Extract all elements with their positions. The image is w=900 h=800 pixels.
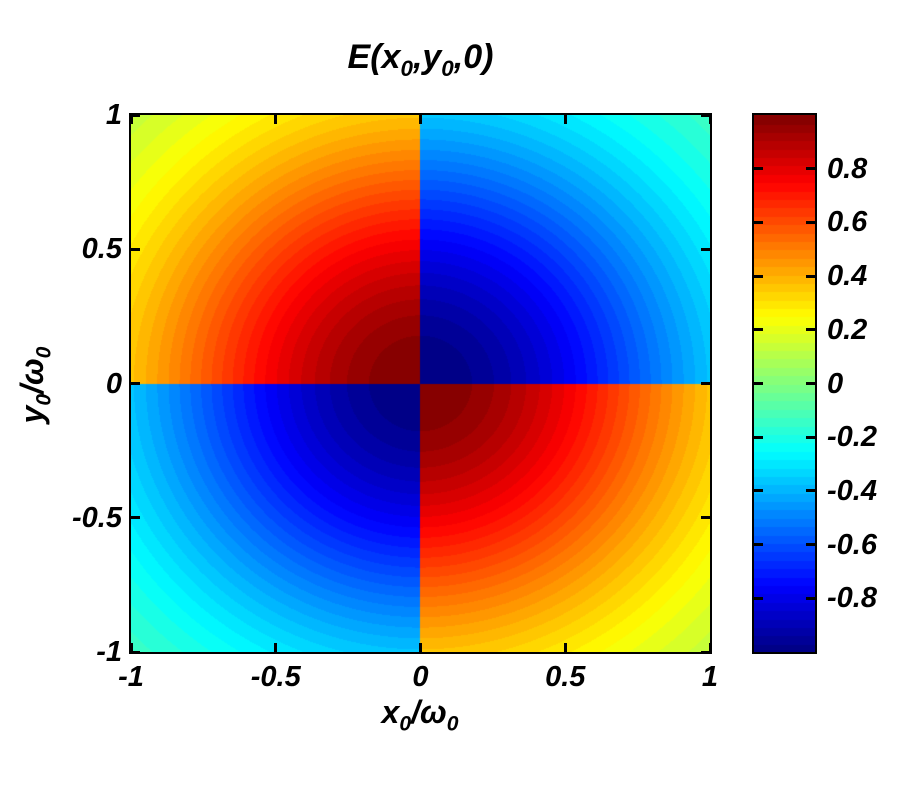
y-tick-label: 0	[105, 367, 122, 400]
heatmap-axes	[129, 113, 712, 654]
axis-tick	[274, 115, 278, 124]
colorbar-tick-label: -0.6	[827, 528, 877, 561]
axis-tick	[419, 643, 422, 652]
x-tick-label: -0.5	[250, 661, 301, 693]
colorbar-tick-label: 0.6	[827, 206, 868, 239]
x-tick-label: 0.5	[545, 661, 586, 693]
axis-tick	[131, 516, 140, 520]
colorbar-tick-label: 0.4	[827, 260, 868, 293]
colorbar-tick	[754, 596, 763, 600]
y-tick-label: 1	[105, 99, 122, 131]
colorbar-tick	[806, 489, 815, 493]
axis-tick	[419, 115, 422, 124]
y-tick-label: 0.5	[81, 233, 122, 266]
colorbar-tick	[806, 543, 815, 547]
y-tick-label: -0.5	[72, 501, 122, 534]
colorbar-tick	[806, 167, 815, 171]
colorbar-tick	[754, 543, 763, 547]
axis-tick	[563, 643, 567, 652]
colorbar-tick	[806, 274, 815, 278]
y-tick-label: -1	[96, 636, 122, 668]
axis-tick	[701, 650, 710, 654]
heatmap-canvas	[131, 115, 710, 652]
colorbar-tick	[754, 489, 763, 493]
colorbar-tick	[806, 382, 815, 385]
plot-title-part: ,0)	[453, 38, 494, 76]
colorbar-tick	[754, 382, 763, 385]
x-tick-label: 1	[701, 661, 719, 693]
colorbar-tick-label: -0.4	[827, 474, 877, 507]
colorbar-tick-label: -0.2	[827, 421, 877, 454]
axis-tick	[701, 382, 710, 385]
x-axis-label-part: /ω	[411, 694, 447, 730]
axis-tick	[131, 247, 140, 251]
plot-title-part: ,y	[412, 38, 442, 76]
x-axis-label-part: x	[381, 694, 400, 730]
axis-tick	[701, 247, 710, 251]
x-tick-label: 0	[412, 661, 429, 693]
colorbar-canvas	[754, 115, 815, 652]
axis-tick	[563, 115, 567, 124]
plot-title-subscript: 0	[400, 55, 413, 81]
axis-tick	[701, 516, 710, 520]
axis-tick	[701, 113, 710, 117]
x-axis-label: x0/ω0	[270, 694, 570, 736]
plot-title-subscript: 0	[441, 55, 454, 81]
axis-tick	[131, 382, 140, 385]
axis-tick	[131, 650, 140, 654]
colorbar-tick	[806, 328, 815, 332]
colorbar	[752, 113, 817, 654]
colorbar-tick-label: 0.8	[827, 152, 868, 185]
plot-title-part: E(x	[347, 38, 401, 76]
colorbar-tick-label: 0	[827, 367, 844, 400]
colorbar-tick	[754, 435, 763, 439]
colorbar-tick	[806, 220, 815, 224]
colorbar-tick	[806, 596, 815, 600]
x-tick-label: -1	[118, 661, 144, 693]
axis-tick	[274, 643, 278, 652]
colorbar-tick-label: -0.8	[827, 582, 877, 615]
colorbar-tick	[754, 220, 763, 224]
axis-tick	[129, 115, 133, 124]
colorbar-tick	[754, 274, 763, 278]
colorbar-tick	[754, 167, 763, 171]
colorbar-tick-label: 0.2	[827, 313, 868, 346]
y-axis-label-part: y	[14, 405, 50, 424]
colorbar-tick	[754, 328, 763, 332]
colorbar-tick	[806, 435, 815, 439]
y-axis-label-subscript: 0	[32, 346, 56, 359]
axis-tick	[129, 643, 133, 652]
axis-tick	[708, 115, 712, 124]
plot-title: E(x0,y0,0)	[131, 38, 710, 82]
axis-tick	[131, 113, 140, 117]
x-axis-label-subscript: 0	[446, 712, 459, 736]
x-axis-label-subscript: 0	[399, 712, 412, 736]
axis-tick	[708, 643, 712, 652]
